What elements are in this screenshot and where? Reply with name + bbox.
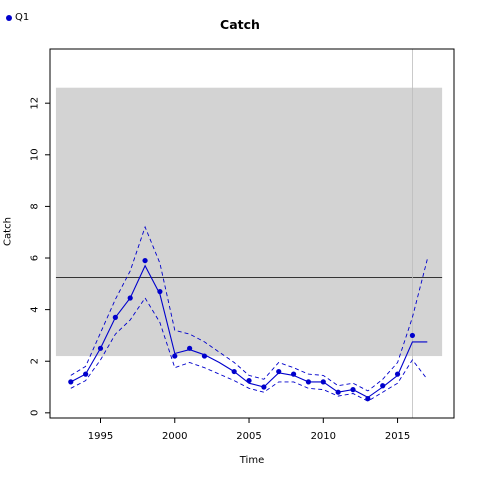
data-point xyxy=(68,379,74,385)
data-point xyxy=(350,387,356,393)
y-tick-label: 4 xyxy=(30,306,41,312)
y-axis-label: Catch xyxy=(2,217,14,246)
x-tick-label: 2005 xyxy=(236,431,261,442)
x-axis-label: Time xyxy=(239,455,265,466)
data-point xyxy=(335,389,341,395)
data-point xyxy=(290,371,297,377)
data-point xyxy=(142,257,148,264)
data-point xyxy=(172,353,178,359)
x-tick-label: 2010 xyxy=(311,431,336,442)
data-point xyxy=(305,379,312,385)
series-upper-bound xyxy=(70,225,428,392)
data-point xyxy=(365,396,371,402)
x-tick-label: 1995 xyxy=(88,431,113,442)
y-tick-label: 2 xyxy=(30,358,41,364)
series-lower-bound xyxy=(70,297,428,402)
data-point xyxy=(201,353,208,359)
data-point xyxy=(394,371,401,377)
legend-label: Q1 xyxy=(15,12,30,23)
legend: Q1 xyxy=(6,12,29,23)
y-tick-label: 8 xyxy=(30,203,41,209)
chart-title: Catch xyxy=(220,17,260,32)
data-point xyxy=(83,371,89,377)
x-tick-label: 2000 xyxy=(162,431,187,442)
data-point xyxy=(409,332,416,339)
x-tick-label: 2015 xyxy=(385,431,410,442)
data-point xyxy=(246,377,252,384)
legend-marker xyxy=(6,14,12,21)
y-tick-label: 6 xyxy=(30,255,41,261)
data-point xyxy=(157,288,163,295)
data-point xyxy=(320,379,326,385)
plot-frame xyxy=(49,48,455,419)
data-point xyxy=(231,368,237,375)
data-point xyxy=(276,368,282,375)
y-tick-label: 12 xyxy=(30,97,41,110)
data-point xyxy=(112,314,118,320)
data-point xyxy=(261,384,267,390)
y-tick-label: 10 xyxy=(30,148,41,161)
data-point xyxy=(97,345,104,351)
y-tick-label: 0 xyxy=(30,410,41,416)
data-point xyxy=(380,383,386,389)
data-point xyxy=(187,345,193,351)
data-point xyxy=(127,295,133,301)
